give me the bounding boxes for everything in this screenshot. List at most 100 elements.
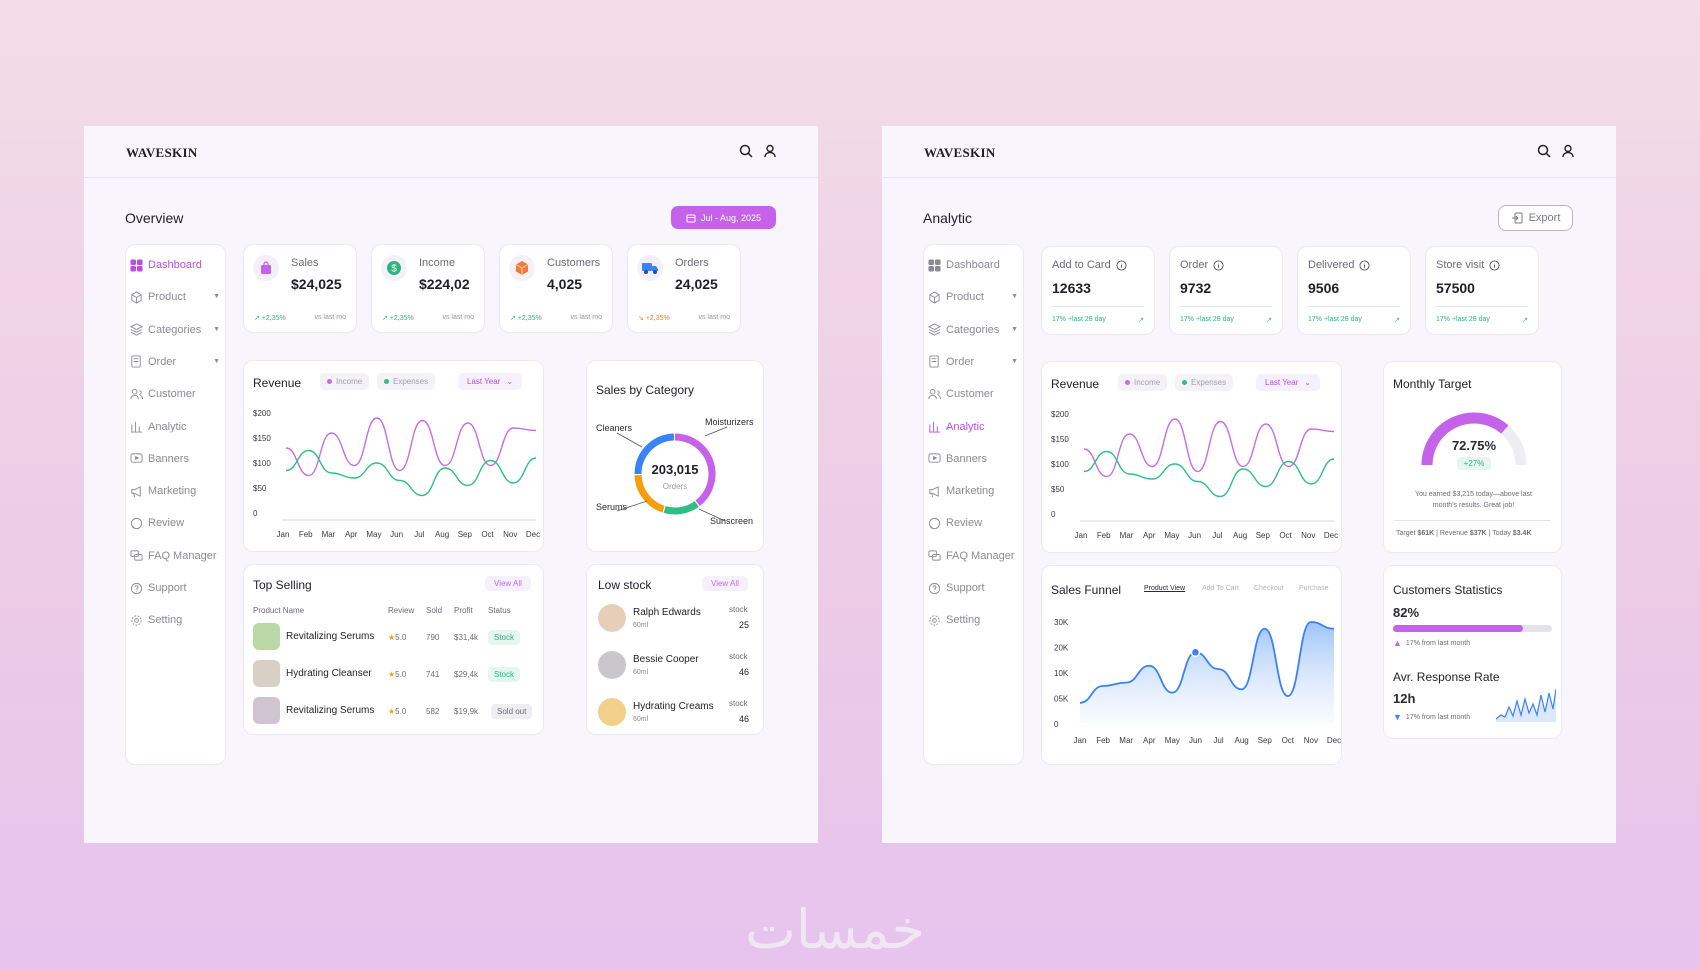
export-button[interactable]: Export: [1498, 205, 1573, 231]
stock-label: stock: [729, 605, 748, 614]
info-icon[interactable]: [1489, 259, 1500, 271]
x-tick-label: Sep: [458, 530, 473, 539]
caret-down-icon[interactable]: ▼: [1011, 357, 1018, 365]
kpi-card-order[interactable]: Order 9732 17% +last 28 day ↗: [1169, 246, 1283, 335]
kpi-vs: vs last mo: [698, 314, 730, 321]
target-summary: Target $61K | Revenue $37K | Today $3.4K: [1396, 530, 1532, 537]
bar-chart-icon: [928, 421, 941, 433]
profit-value: $31,4k: [454, 633, 479, 642]
star-icon: ★: [388, 670, 396, 679]
analytic-panel: WAVESKIN Analytic Export Dashboard Produc…: [882, 126, 1616, 843]
product-name: Revitalizing Serums: [286, 631, 375, 642]
x-tick-label: Apr: [345, 530, 358, 539]
y-tick-label: $50: [253, 484, 267, 493]
sidebar-item-analytic[interactable]: Analytic: [928, 418, 1024, 436]
sidebar-item-support[interactable]: Support: [928, 579, 1024, 597]
page-title: Overview: [125, 210, 184, 226]
sidebar-item-label: Categories: [148, 323, 202, 336]
kpi-card-sales[interactable]: Sales $24,025 ↗ +2,35% vs last mo: [243, 244, 357, 333]
sidebar-item-marketing[interactable]: Marketing: [130, 482, 226, 500]
sidebar-item-categories[interactable]: Categories ▼: [928, 321, 1024, 339]
sidebar-item-banners[interactable]: Banners: [130, 450, 226, 468]
product-name: Revitalizing Serums: [286, 705, 375, 716]
sidebar-item-marketing[interactable]: Marketing: [928, 482, 1024, 500]
export-icon: [1511, 212, 1523, 224]
x-tick-label: Mar: [1119, 736, 1133, 745]
kpi-foot-text: 17% +last 28 day: [1052, 316, 1106, 323]
x-tick-label: Dec: [1327, 736, 1341, 745]
kpi-card-income[interactable]: $ Income $224,02 ↗ +2,35% vs last mo: [371, 244, 485, 333]
kpi-change: ↗ +2,35%: [510, 315, 542, 322]
kpi-value: 57500: [1436, 280, 1475, 296]
kpi-card-customers[interactable]: Customers 4,025 ↗ +2,35% vs last mo: [499, 244, 613, 333]
legend-income[interactable]: Income: [1118, 374, 1168, 391]
info-icon[interactable]: [1116, 259, 1127, 271]
megaphone-icon: [131, 485, 141, 497]
sidebar-item-label: FAQ Manager: [148, 549, 217, 562]
sidebar-item-faq-manager[interactable]: FAQ Manager: [130, 547, 226, 565]
legend-expenses[interactable]: Expenses: [1175, 374, 1234, 391]
kpi-foot-text: 17% +last 28 day: [1180, 316, 1234, 323]
kpi-card-delivered[interactable]: Delivered 9506 17% +last 28 day ↗: [1297, 246, 1411, 335]
highlight-point[interactable]: [1190, 647, 1201, 658]
info-icon[interactable]: [1359, 259, 1371, 271]
tab-purchase[interactable]: Purchase: [1299, 585, 1329, 592]
info-icon[interactable]: [1213, 259, 1224, 271]
sidebar-item-banners[interactable]: Banners: [928, 450, 1024, 468]
product-name: Hydrating Cleanser: [286, 668, 372, 679]
income-dot: [1125, 380, 1130, 385]
sidebar-item-review[interactable]: Review: [130, 514, 226, 532]
sidebar-item-setting[interactable]: Setting: [130, 611, 226, 629]
sidebar-item-categories[interactable]: Categories ▼: [130, 321, 226, 339]
kpi-card-orders[interactable]: Orders 24,025 ↘ +2,35% vs last mo: [627, 244, 741, 333]
kpi-card-add-to-card[interactable]: Add to Card 12633 17% +last 28 day ↗: [1041, 246, 1155, 335]
tab-checkout[interactable]: Checkout: [1254, 585, 1284, 592]
star-icon: ★: [388, 707, 396, 716]
period-select[interactable]: Last Year ⌄: [1256, 374, 1321, 391]
kpi-card-store-visit[interactable]: Store visit 57500 17% +last 28 day ↗: [1425, 246, 1539, 335]
kpi-change-value: +2,35%: [261, 315, 286, 322]
legend-income[interactable]: Income: [320, 373, 370, 390]
sidebar-item-review[interactable]: Review: [928, 514, 1024, 532]
view-all-button[interactable]: View All: [485, 576, 531, 591]
sidebar-item-analytic[interactable]: Analytic: [130, 418, 226, 436]
top-bar: WAVESKIN: [882, 126, 1616, 178]
search-icon[interactable]: [1536, 143, 1552, 159]
date-range-button[interactable]: Jul - Aug, 2025: [671, 206, 776, 229]
caret-down-icon[interactable]: ▼: [213, 293, 220, 301]
x-tick-label: Dec: [1324, 531, 1338, 540]
caret-down-icon[interactable]: ▼: [213, 357, 220, 365]
sidebar-item-support[interactable]: Support: [130, 579, 226, 597]
period-select[interactable]: Last Year ⌄: [458, 373, 523, 390]
user-icon[interactable]: [762, 143, 778, 159]
sidebar-item-order[interactable]: Order ▼: [928, 353, 1024, 371]
sidebar-item-customer[interactable]: Customer: [928, 385, 1024, 403]
tab-add-to-cart[interactable]: Add To Cart: [1202, 585, 1239, 592]
sidebar-item-order[interactable]: Order ▼: [130, 353, 226, 371]
tab-product-view[interactable]: Product View: [1144, 585, 1186, 592]
y-tick-label: $100: [1051, 460, 1069, 469]
users-icon: [130, 388, 143, 399]
search-icon[interactable]: [738, 143, 754, 159]
sidebar-item-setting[interactable]: Setting: [928, 611, 1024, 629]
view-all-button[interactable]: View All: [702, 576, 748, 591]
caret-down-icon[interactable]: ▼: [1011, 325, 1018, 333]
donut-slice-cleaners: [634, 433, 675, 475]
caret-down-icon[interactable]: ▼: [1011, 293, 1018, 301]
faq-icon: [928, 550, 941, 561]
user-icon[interactable]: [1560, 143, 1576, 159]
legend-expenses[interactable]: Expenses: [377, 373, 436, 390]
y-tick-label: $200: [1051, 410, 1069, 419]
sidebar-item-faq-manager[interactable]: FAQ Manager: [928, 547, 1024, 565]
caret-down-icon[interactable]: ▼: [213, 325, 220, 333]
sidebar-item-dashboard[interactable]: Dashboard: [130, 256, 226, 274]
help-icon: [928, 582, 941, 594]
sidebar-item-product[interactable]: Product ▼: [130, 288, 226, 306]
svg-text:$: $: [391, 264, 397, 275]
sidebar-item-customer[interactable]: Customer: [130, 385, 226, 403]
sidebar-item-dashboard[interactable]: Dashboard: [928, 256, 1024, 274]
sidebar-item-product[interactable]: Product ▼: [928, 288, 1024, 306]
date-range-label: Jul - Aug, 2025: [700, 212, 762, 223]
sidebar-item-label: Marketing: [946, 485, 995, 498]
y-tick-label: 10K: [1054, 669, 1069, 678]
